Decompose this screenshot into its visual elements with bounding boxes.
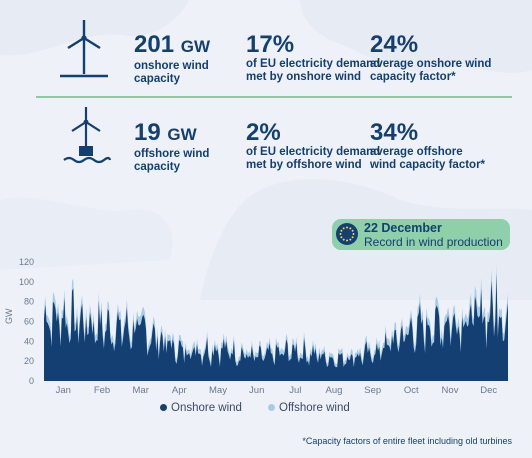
onshore-capacity-factor-value: 24%	[370, 31, 419, 58]
x-tick-label: Apr	[172, 385, 187, 396]
offshore-capacity-desc-1: offshore wind	[134, 148, 210, 160]
legend-label-offshore: Offshore wind	[279, 402, 350, 414]
y-tick-label: 60	[24, 317, 34, 327]
x-tick-label: Oct	[404, 385, 419, 396]
x-tick-label: Aug	[326, 385, 343, 396]
x-tick-label: Jan	[56, 385, 71, 396]
offshore-wind-turbine-icon	[63, 107, 112, 164]
offshore-capacity-factor-desc-2: wind capacity factor*	[370, 159, 486, 171]
x-tick-label: Sep	[364, 385, 381, 396]
onshore-capacity-stat: 201 GW onshore wind capacity	[134, 32, 210, 86]
offshore-capacity-stat: 19 GW offshore wind capacity	[134, 120, 209, 174]
onshore-stats-row: 201 GW onshore wind capacity 17% of EU e…	[0, 18, 532, 88]
record-callout: 22 December Record in wind production	[332, 219, 510, 250]
x-tick-label: Jul	[289, 385, 301, 396]
section-divider	[36, 96, 512, 98]
callout-date: 22 December	[364, 221, 442, 235]
onshore-capacity-value: 201	[134, 31, 175, 58]
y-tick-label: 40	[24, 336, 34, 346]
y-tick-label: 20	[24, 356, 34, 366]
y-axis-label: GW	[4, 308, 14, 324]
offshore-capacity-unit: GW	[167, 125, 197, 144]
footnote: *Capacity factors of entire fleet includ…	[302, 436, 512, 446]
legend-label-onshore: Onshore wind	[171, 402, 242, 414]
onshore-capacity-factor-stat: 24% average onshore wind capacity factor…	[370, 32, 491, 84]
x-tick-label: Feb	[94, 385, 110, 396]
onshore-capacity-desc-1: onshore wind	[134, 60, 209, 72]
onshore-capacity-desc-2: capacity	[134, 73, 181, 85]
onshore-capacity-factor-desc-2: capacity factor*	[370, 71, 456, 83]
offshore-capacity-value: 19	[134, 119, 161, 146]
wind-production-chart: 0 20 40 60 80 100 120 GW Jan Feb Mar Apr May Jun Jul…	[4, 257, 508, 396]
y-tick-label: 100	[19, 277, 34, 287]
legend-swatch-onshore	[160, 404, 167, 412]
offshore-demand-desc-1: of EU electricity demand	[246, 146, 381, 158]
offshore-capacity-factor-stat: 34% average offshore wind capacity facto…	[370, 120, 485, 172]
y-tick-label: 120	[19, 257, 34, 267]
legend-item-offshore: Offshore wind	[268, 402, 350, 414]
offshore-capacity-factor-desc-1: average offshore	[370, 146, 463, 158]
offshore-capacity-factor-value: 34%	[370, 119, 419, 146]
callout-text: Record in wind production	[364, 235, 503, 249]
x-tick-label: Jun	[249, 385, 264, 396]
onshore-demand-value: 17%	[246, 31, 295, 58]
onshore-wind-area	[44, 273, 508, 381]
onshore-demand-stat: 17% of EU electricity demand met by onsh…	[246, 32, 380, 84]
offshore-demand-value: 2%	[246, 119, 281, 146]
legend-swatch-offshore	[268, 404, 275, 412]
onshore-demand-desc-1: of EU electricity demand	[246, 58, 381, 70]
x-tick-label: Mar	[133, 385, 149, 396]
onshore-capacity-factor-desc-1: average onshore wind	[370, 58, 492, 70]
x-tick-label: May	[209, 385, 227, 396]
eu-stars-icon	[336, 223, 358, 245]
x-tick-label: Nov	[442, 385, 459, 396]
onshore-demand-desc-2: met by onshore wind	[246, 71, 362, 83]
offshore-stats-row: 19 GW offshore wind capacity 2% of EU el…	[0, 106, 532, 176]
offshore-capacity-desc-2: capacity	[134, 161, 181, 173]
legend-item-onshore: Onshore wind	[160, 402, 242, 414]
y-tick-label: 0	[29, 376, 34, 386]
onshore-capacity-unit: GW	[180, 37, 210, 56]
offshore-demand-desc-2: met by offshore wind	[246, 159, 362, 171]
offshore-demand-stat: 2% of EU electricity demand met by offsh…	[246, 120, 380, 172]
x-tick-label: Dec	[480, 385, 497, 396]
y-tick-label: 80	[24, 297, 34, 307]
onshore-wind-turbine-icon	[60, 20, 108, 78]
